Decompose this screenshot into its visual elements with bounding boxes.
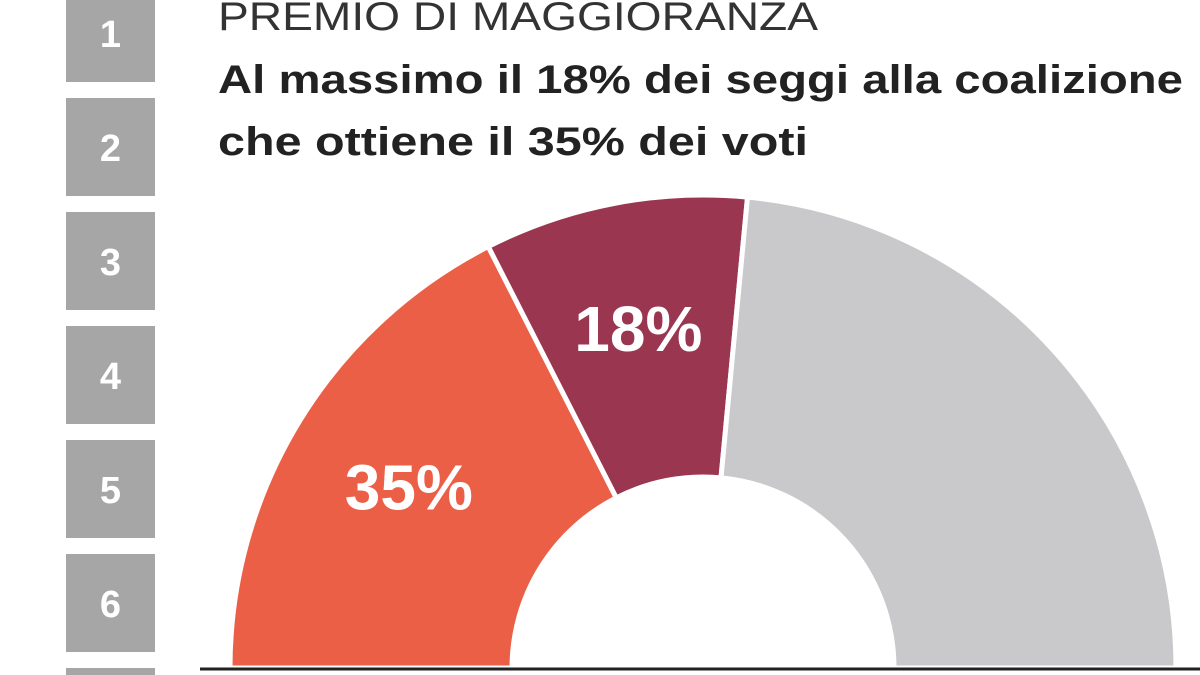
step-number: 6 xyxy=(100,584,121,626)
data-label: 35% xyxy=(345,452,473,524)
chart-title: PREMIO DI MAGGIORANZA xyxy=(218,0,818,39)
step-box xyxy=(66,98,155,196)
donut-segment xyxy=(484,192,751,502)
step-box xyxy=(66,0,155,82)
step-number: 5 xyxy=(100,470,121,512)
step-box xyxy=(66,326,155,424)
step-number: 2 xyxy=(100,128,121,170)
step-box xyxy=(66,212,155,310)
donut-segment xyxy=(718,194,1179,671)
step-number: 3 xyxy=(100,242,121,284)
data-label: 18% xyxy=(574,293,702,365)
chart-subtitle: che ottiene il 35% dei voti xyxy=(218,120,808,164)
step-number: 4 xyxy=(100,356,121,398)
donut xyxy=(227,192,1179,671)
donut-segment xyxy=(227,243,620,671)
step-box xyxy=(66,440,155,538)
step-box xyxy=(66,554,155,652)
chart-subtitle: Al massimo il 18% dei seggi alla coalizi… xyxy=(218,58,1183,102)
step-number: 1 xyxy=(100,14,121,56)
step-box xyxy=(66,668,155,675)
